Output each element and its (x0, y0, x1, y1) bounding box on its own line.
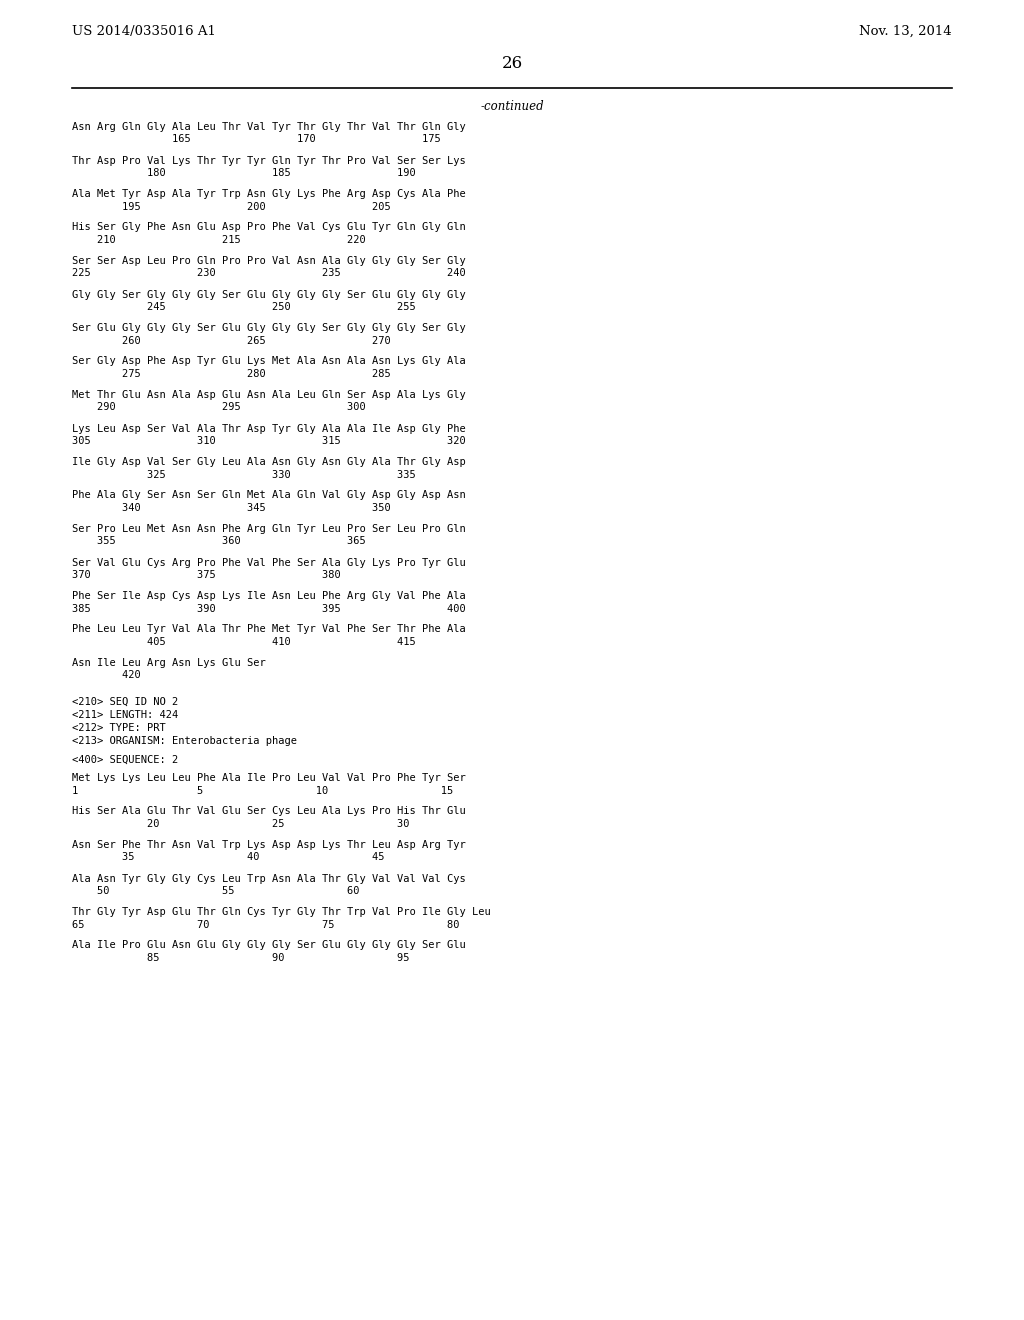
Text: 85                  90                  95: 85 90 95 (72, 953, 410, 964)
Text: 180                 185                 190: 180 185 190 (72, 168, 416, 178)
Text: Ala Met Tyr Asp Ala Tyr Trp Asn Gly Lys Phe Arg Asp Cys Ala Phe: Ala Met Tyr Asp Ala Tyr Trp Asn Gly Lys … (72, 189, 466, 199)
Text: 385                 390                 395                 400: 385 390 395 400 (72, 603, 466, 614)
Text: Ala Ile Pro Glu Asn Glu Gly Gly Gly Ser Glu Gly Gly Gly Ser Glu: Ala Ile Pro Glu Asn Glu Gly Gly Gly Ser … (72, 940, 466, 950)
Text: <400> SEQUENCE: 2: <400> SEQUENCE: 2 (72, 755, 178, 764)
Text: 165                 170                 175: 165 170 175 (72, 135, 440, 144)
Text: 210                 215                 220: 210 215 220 (72, 235, 366, 246)
Text: Asn Arg Gln Gly Ala Leu Thr Val Tyr Thr Gly Thr Val Thr Gln Gly: Asn Arg Gln Gly Ala Leu Thr Val Tyr Thr … (72, 121, 466, 132)
Text: Phe Ser Ile Asp Cys Asp Lys Ile Asn Leu Phe Arg Gly Val Phe Ala: Phe Ser Ile Asp Cys Asp Lys Ile Asn Leu … (72, 591, 466, 601)
Text: 325                 330                 335: 325 330 335 (72, 470, 416, 479)
Text: 35                  40                  45: 35 40 45 (72, 853, 384, 862)
Text: Met Lys Lys Leu Leu Phe Ala Ile Pro Leu Val Val Pro Phe Tyr Ser: Met Lys Lys Leu Leu Phe Ala Ile Pro Leu … (72, 774, 466, 783)
Text: 260                 265                 270: 260 265 270 (72, 335, 391, 346)
Text: Ala Asn Tyr Gly Gly Cys Leu Trp Asn Ala Thr Gly Val Val Val Cys: Ala Asn Tyr Gly Gly Cys Leu Trp Asn Ala … (72, 874, 466, 883)
Text: 20                  25                  30: 20 25 30 (72, 818, 410, 829)
Text: 275                 280                 285: 275 280 285 (72, 370, 391, 379)
Text: Thr Asp Pro Val Lys Thr Tyr Tyr Gln Tyr Thr Pro Val Ser Ser Lys: Thr Asp Pro Val Lys Thr Tyr Tyr Gln Tyr … (72, 156, 466, 165)
Text: <213> ORGANISM: Enterobacteria phage: <213> ORGANISM: Enterobacteria phage (72, 737, 297, 746)
Text: His Ser Gly Phe Asn Glu Asp Pro Phe Val Cys Glu Tyr Gln Gly Gln: His Ser Gly Phe Asn Glu Asp Pro Phe Val … (72, 223, 466, 232)
Text: Nov. 13, 2014: Nov. 13, 2014 (859, 25, 952, 38)
Text: <212> TYPE: PRT: <212> TYPE: PRT (72, 723, 166, 733)
Text: Ser Pro Leu Met Asn Asn Phe Arg Gln Tyr Leu Pro Ser Leu Pro Gln: Ser Pro Leu Met Asn Asn Phe Arg Gln Tyr … (72, 524, 466, 535)
Text: US 2014/0335016 A1: US 2014/0335016 A1 (72, 25, 216, 38)
Text: -continued: -continued (480, 100, 544, 114)
Text: 245                 250                 255: 245 250 255 (72, 302, 416, 312)
Text: Asn Ile Leu Arg Asn Lys Glu Ser: Asn Ile Leu Arg Asn Lys Glu Ser (72, 657, 266, 668)
Text: 340                 345                 350: 340 345 350 (72, 503, 391, 513)
Text: Ser Val Glu Cys Arg Pro Phe Val Phe Ser Ala Gly Lys Pro Tyr Glu: Ser Val Glu Cys Arg Pro Phe Val Phe Ser … (72, 557, 466, 568)
Text: Ile Gly Asp Val Ser Gly Leu Ala Asn Gly Asn Gly Ala Thr Gly Asp: Ile Gly Asp Val Ser Gly Leu Ala Asn Gly … (72, 457, 466, 467)
Text: 1                   5                  10                  15: 1 5 10 15 (72, 785, 454, 796)
Text: 50                  55                  60: 50 55 60 (72, 886, 359, 896)
Text: Ser Ser Asp Leu Pro Gln Pro Pro Val Asn Ala Gly Gly Gly Ser Gly: Ser Ser Asp Leu Pro Gln Pro Pro Val Asn … (72, 256, 466, 267)
Text: 355                 360                 365: 355 360 365 (72, 536, 366, 546)
Text: Phe Ala Gly Ser Asn Ser Gln Met Ala Gln Val Gly Asp Gly Asp Asn: Phe Ala Gly Ser Asn Ser Gln Met Ala Gln … (72, 491, 466, 500)
Text: 195                 200                 205: 195 200 205 (72, 202, 391, 211)
Text: Phe Leu Leu Tyr Val Ala Thr Phe Met Tyr Val Phe Ser Thr Phe Ala: Phe Leu Leu Tyr Val Ala Thr Phe Met Tyr … (72, 624, 466, 635)
Text: 405                 410                 415: 405 410 415 (72, 638, 416, 647)
Text: 370                 375                 380: 370 375 380 (72, 570, 341, 579)
Text: 26: 26 (502, 55, 522, 73)
Text: Gly Gly Ser Gly Gly Gly Ser Glu Gly Gly Gly Ser Glu Gly Gly Gly: Gly Gly Ser Gly Gly Gly Ser Glu Gly Gly … (72, 289, 466, 300)
Text: 420: 420 (72, 671, 140, 681)
Text: Thr Gly Tyr Asp Glu Thr Gln Cys Tyr Gly Thr Trp Val Pro Ile Gly Leu: Thr Gly Tyr Asp Glu Thr Gln Cys Tyr Gly … (72, 907, 490, 917)
Text: <210> SEQ ID NO 2: <210> SEQ ID NO 2 (72, 697, 178, 708)
Text: Ser Glu Gly Gly Gly Ser Glu Gly Gly Gly Ser Gly Gly Gly Ser Gly: Ser Glu Gly Gly Gly Ser Glu Gly Gly Gly … (72, 323, 466, 333)
Text: 305                 310                 315                 320: 305 310 315 320 (72, 436, 466, 446)
Text: <211> LENGTH: 424: <211> LENGTH: 424 (72, 710, 178, 719)
Text: 225                 230                 235                 240: 225 230 235 240 (72, 268, 466, 279)
Text: His Ser Ala Glu Thr Val Glu Ser Cys Leu Ala Lys Pro His Thr Glu: His Ser Ala Glu Thr Val Glu Ser Cys Leu … (72, 807, 466, 817)
Text: Ser Gly Asp Phe Asp Tyr Glu Lys Met Ala Asn Ala Asn Lys Gly Ala: Ser Gly Asp Phe Asp Tyr Glu Lys Met Ala … (72, 356, 466, 367)
Text: Met Thr Glu Asn Ala Asp Glu Asn Ala Leu Gln Ser Asp Ala Lys Gly: Met Thr Glu Asn Ala Asp Glu Asn Ala Leu … (72, 389, 466, 400)
Text: Asn Ser Phe Thr Asn Val Trp Lys Asp Asp Lys Thr Leu Asp Arg Tyr: Asn Ser Phe Thr Asn Val Trp Lys Asp Asp … (72, 840, 466, 850)
Text: Lys Leu Asp Ser Val Ala Thr Asp Tyr Gly Ala Ala Ile Asp Gly Phe: Lys Leu Asp Ser Val Ala Thr Asp Tyr Gly … (72, 424, 466, 433)
Text: 65                  70                  75                  80: 65 70 75 80 (72, 920, 460, 929)
Text: 290                 295                 300: 290 295 300 (72, 403, 366, 412)
